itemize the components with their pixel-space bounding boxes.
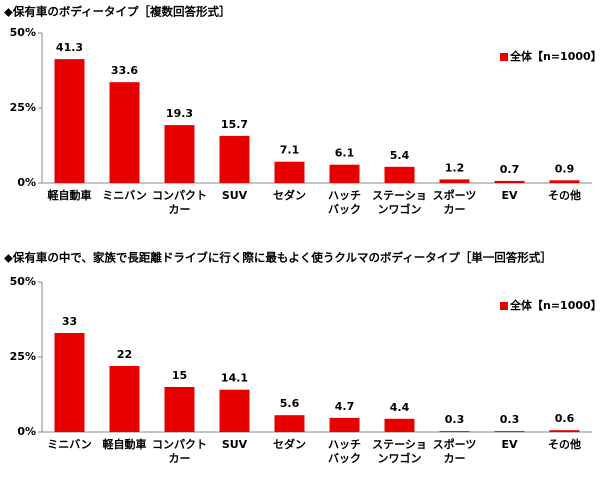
- data-label: 0.6: [555, 412, 575, 425]
- bar: [549, 430, 580, 432]
- x-tick-label: ミニバン: [102, 189, 147, 202]
- x-tick-label: セダン: [273, 188, 306, 202]
- x-tick-label: ミニバン: [47, 438, 92, 451]
- data-label: 4.4: [390, 401, 410, 414]
- data-label: 15: [172, 369, 187, 382]
- bar: [164, 387, 195, 432]
- data-label: 7.1: [280, 144, 300, 157]
- bar: [164, 125, 195, 183]
- data-label: 41.3: [56, 41, 83, 54]
- data-label: 5.4: [390, 149, 410, 162]
- y-tick-label: 0%: [17, 425, 36, 438]
- data-label: 14.1: [221, 372, 248, 385]
- bar: [494, 180, 525, 183]
- bar: [219, 389, 250, 432]
- data-label: 33: [62, 315, 77, 328]
- bar: [494, 431, 525, 432]
- x-tick-label: セダン: [273, 437, 306, 451]
- data-label: 19.3: [166, 107, 193, 120]
- data-label: 22: [117, 348, 132, 361]
- x-tick-label: 軽自動車: [103, 437, 147, 451]
- x-tick-label: 軽自動車: [48, 188, 92, 202]
- data-label: 0.3: [445, 413, 465, 426]
- bar: [384, 166, 415, 183]
- bar: [549, 180, 580, 183]
- x-tick-label: スポーツカー: [433, 437, 477, 465]
- x-tick-label: スポーツカー: [433, 188, 477, 216]
- data-label: 15.7: [221, 118, 248, 131]
- data-label: 1.2: [445, 161, 465, 174]
- bar: [109, 82, 140, 183]
- bar: [439, 431, 470, 432]
- legend-swatch: [500, 302, 508, 310]
- x-tick-label: ハッチバック: [328, 189, 361, 216]
- x-tick-label: ハッチバック: [328, 438, 361, 465]
- x-tick-label: コンパクトカー: [152, 438, 207, 465]
- bar: [54, 59, 85, 183]
- y-tick-label: 50%: [10, 26, 36, 39]
- data-label: 4.7: [335, 400, 355, 413]
- data-label: 0.7: [500, 163, 520, 176]
- y-tick-label: 25%: [10, 350, 36, 363]
- chart-title: ◆保有車の中で、家族で長距離ドライブに行く際に最もよく使うクルマのボディータイプ…: [4, 251, 552, 265]
- x-tick-label: ステーションワゴン: [372, 438, 427, 465]
- bar: [219, 135, 250, 183]
- x-tick-label: SUV: [222, 438, 248, 451]
- legend-label: 全体【n=1000】: [509, 298, 600, 312]
- bar: [274, 415, 305, 432]
- legend-label: 全体【n=1000】: [509, 49, 600, 63]
- x-tick-label: コンパクトカー: [152, 189, 207, 216]
- x-tick-label: ステーションワゴン: [372, 189, 427, 216]
- bar: [329, 417, 360, 432]
- y-tick-label: 50%: [10, 275, 36, 288]
- data-label: 5.6: [280, 397, 300, 410]
- data-label: 0.9: [555, 162, 575, 175]
- x-tick-label: EV: [501, 189, 518, 202]
- x-tick-label: その他: [548, 188, 581, 202]
- x-tick-label: EV: [501, 438, 518, 451]
- bar: [54, 333, 85, 432]
- bar: [109, 366, 140, 432]
- y-tick-label: 0%: [17, 176, 36, 189]
- data-label: 6.1: [335, 147, 355, 160]
- chart-title: ◆保有車のボディータイプ［複数回答形式］: [4, 5, 231, 19]
- bar: [384, 418, 415, 432]
- data-label: 0.3: [500, 413, 520, 426]
- bar: [274, 161, 305, 183]
- x-tick-label: SUV: [222, 189, 248, 202]
- x-tick-label: その他: [548, 437, 581, 451]
- bar: [329, 164, 360, 183]
- data-label: 33.6: [111, 64, 138, 77]
- legend-swatch: [500, 53, 508, 61]
- bar: [439, 179, 470, 183]
- y-tick-label: 25%: [10, 101, 36, 114]
